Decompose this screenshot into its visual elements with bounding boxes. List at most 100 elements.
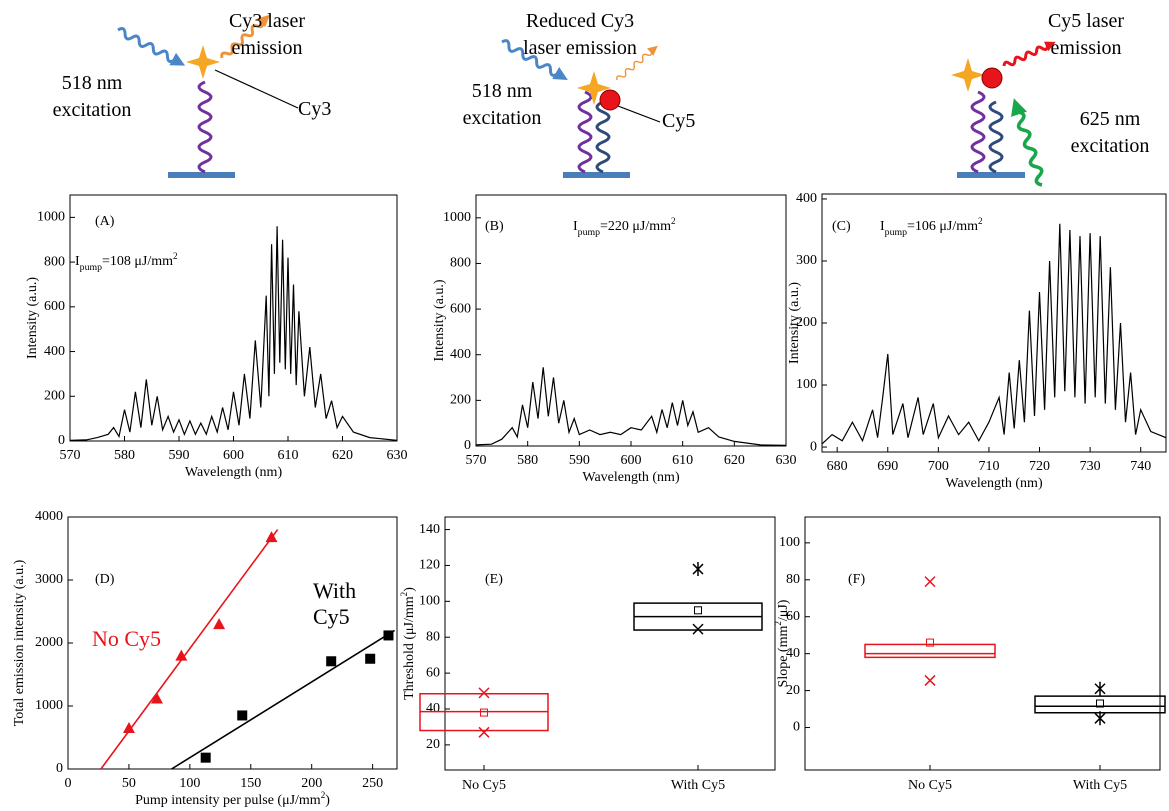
- extreme-marker: [478, 726, 490, 738]
- schematic-a: [117, 14, 299, 178]
- extreme-marker: [1094, 711, 1106, 726]
- dye-label: Cy5: [662, 110, 696, 132]
- annotation-part: =106 μJ/mm: [907, 219, 978, 234]
- panel: 0 1000 2000 3000 4000 0 50 100 150 200 250: [35, 509, 398, 791]
- series-label: With Cy5: [313, 578, 357, 630]
- fit-line: [171, 629, 395, 770]
- x-tick-label: 720: [1029, 459, 1050, 474]
- schematic-b: [501, 39, 661, 178]
- y-tick-label: 0: [464, 438, 471, 453]
- mean: [480, 708, 488, 717]
- y-axis-label: Intensity (a.u.): [25, 277, 40, 359]
- cy5-dye: [981, 67, 1003, 89]
- panel: 0 200 400 600 800 1000 570 580 590 600 610 620 630: [37, 194, 408, 463]
- point: [365, 653, 376, 664]
- x-tick-label: 690: [877, 459, 898, 474]
- y-tick-label: 1000: [37, 210, 65, 225]
- y-tick-label: 40: [426, 701, 440, 716]
- annotation-part: =220 μJ/mm: [600, 219, 671, 234]
- y-axis-label-part: ): [402, 587, 417, 592]
- x-tick-label: With Cy5: [671, 778, 725, 793]
- annotation-part: pump: [885, 227, 907, 238]
- x-axis-label-part: 2: [321, 790, 326, 800]
- y-axis-label-part: Slope (mm: [776, 626, 791, 688]
- y-axis-label: Intensity (a.u.): [432, 279, 447, 361]
- annotation-part: pump: [578, 227, 600, 238]
- annotation: Ipump=106 μJ/mm2: [880, 216, 983, 238]
- emission-label: Cy5 laser emission: [1047, 10, 1125, 59]
- y-tick-label: 0: [56, 761, 63, 776]
- excitation-label: 625 nm excitation: [1070, 108, 1150, 157]
- box: [864, 643, 996, 659]
- x-tick-label: 590: [169, 448, 190, 463]
- y-tick-label: 20: [786, 683, 800, 698]
- x-tick-label: 630: [387, 448, 408, 463]
- y-axis-label: Slope (mm2/μJ): [773, 599, 791, 687]
- annotation-part: pump: [80, 262, 102, 273]
- extreme-marker: [692, 562, 704, 577]
- x-tick-label: With Cy5: [1073, 778, 1127, 793]
- y-tick-label: 200: [44, 388, 65, 403]
- x-tick-label: 580: [517, 453, 538, 468]
- y-tick-label: 600: [44, 299, 65, 314]
- point: [122, 722, 135, 734]
- y-tick-label: 2000: [35, 635, 63, 650]
- schematic-c: [951, 41, 1056, 187]
- excitation-arrow: [501, 39, 568, 80]
- extreme-marker: [692, 623, 704, 635]
- dna-helix: [577, 90, 593, 174]
- mean: [926, 638, 934, 647]
- y-tick-label: 0: [793, 720, 800, 735]
- x-tick-label: 100: [179, 776, 200, 791]
- x-tick-label: 700: [928, 459, 949, 474]
- x-tick-label: No Cy5: [462, 778, 506, 793]
- y-tick-label: 60: [426, 665, 440, 680]
- y-tick-label: 400: [44, 344, 65, 359]
- panel: 0 100 200 300 400 680 690 700 710 720 730 740: [796, 191, 1167, 474]
- extreme-marker: [924, 576, 936, 588]
- y-axis-label-part: 2: [399, 591, 409, 596]
- x-axis-label-part: Pump intensity per pulse (μJ/mm: [135, 793, 321, 808]
- y-tick-label: 800: [450, 256, 471, 271]
- x-tick-label: 600: [621, 453, 642, 468]
- annotation-part: 2: [978, 216, 983, 226]
- emission-label: Cy3 laser emission: [228, 10, 306, 59]
- panel-label: (A): [95, 214, 115, 229]
- x-tick-label: 610: [672, 453, 693, 468]
- y-tick-label: 0: [810, 439, 817, 454]
- annotation-part: I: [573, 219, 578, 234]
- dna-helix: [595, 100, 611, 174]
- x-tick-label: 630: [776, 453, 797, 468]
- extreme-marker: [478, 687, 490, 699]
- cy3-star: [951, 58, 985, 92]
- y-tick-label: 120: [419, 558, 440, 573]
- extreme-marker: [1094, 681, 1106, 696]
- annotation: Ipump=220 μJ/mm2: [573, 216, 676, 238]
- point: [326, 656, 337, 667]
- substrate: [563, 172, 630, 178]
- x-axis-label-part: ): [325, 793, 330, 808]
- panel-label: (E): [485, 572, 503, 587]
- emission-arrow: [1002, 41, 1056, 67]
- y-axis-label: Total emission intensity (a.u.): [12, 559, 27, 726]
- y-tick-label: 600: [450, 301, 471, 316]
- dye-label: Cy3: [298, 98, 332, 120]
- x-tick-label: 730: [1080, 459, 1101, 474]
- panel: 20 40 60 80 100 120 140 No Cy5 With Cy5: [419, 516, 776, 793]
- y-tick-label: 3000: [35, 572, 63, 587]
- x-tick-label: No Cy5: [908, 778, 952, 793]
- y-tick-label: 60: [786, 609, 800, 624]
- substrate: [957, 172, 1025, 178]
- x-tick-label: 150: [240, 776, 261, 791]
- x-tick-label: 740: [1130, 459, 1151, 474]
- x-tick-label: 680: [827, 459, 848, 474]
- point: [150, 692, 163, 704]
- spectrum-line: [821, 223, 1167, 445]
- emission-arrow: [616, 45, 658, 81]
- y-tick-label: 1000: [443, 210, 471, 225]
- x-axis-label: Wavelength (nm): [582, 470, 680, 485]
- panel-label: (F): [848, 572, 865, 587]
- x-tick-label: 590: [569, 453, 590, 468]
- panel: 0 20 40 60 80 100 No Cy5 With Cy5: [779, 516, 1166, 793]
